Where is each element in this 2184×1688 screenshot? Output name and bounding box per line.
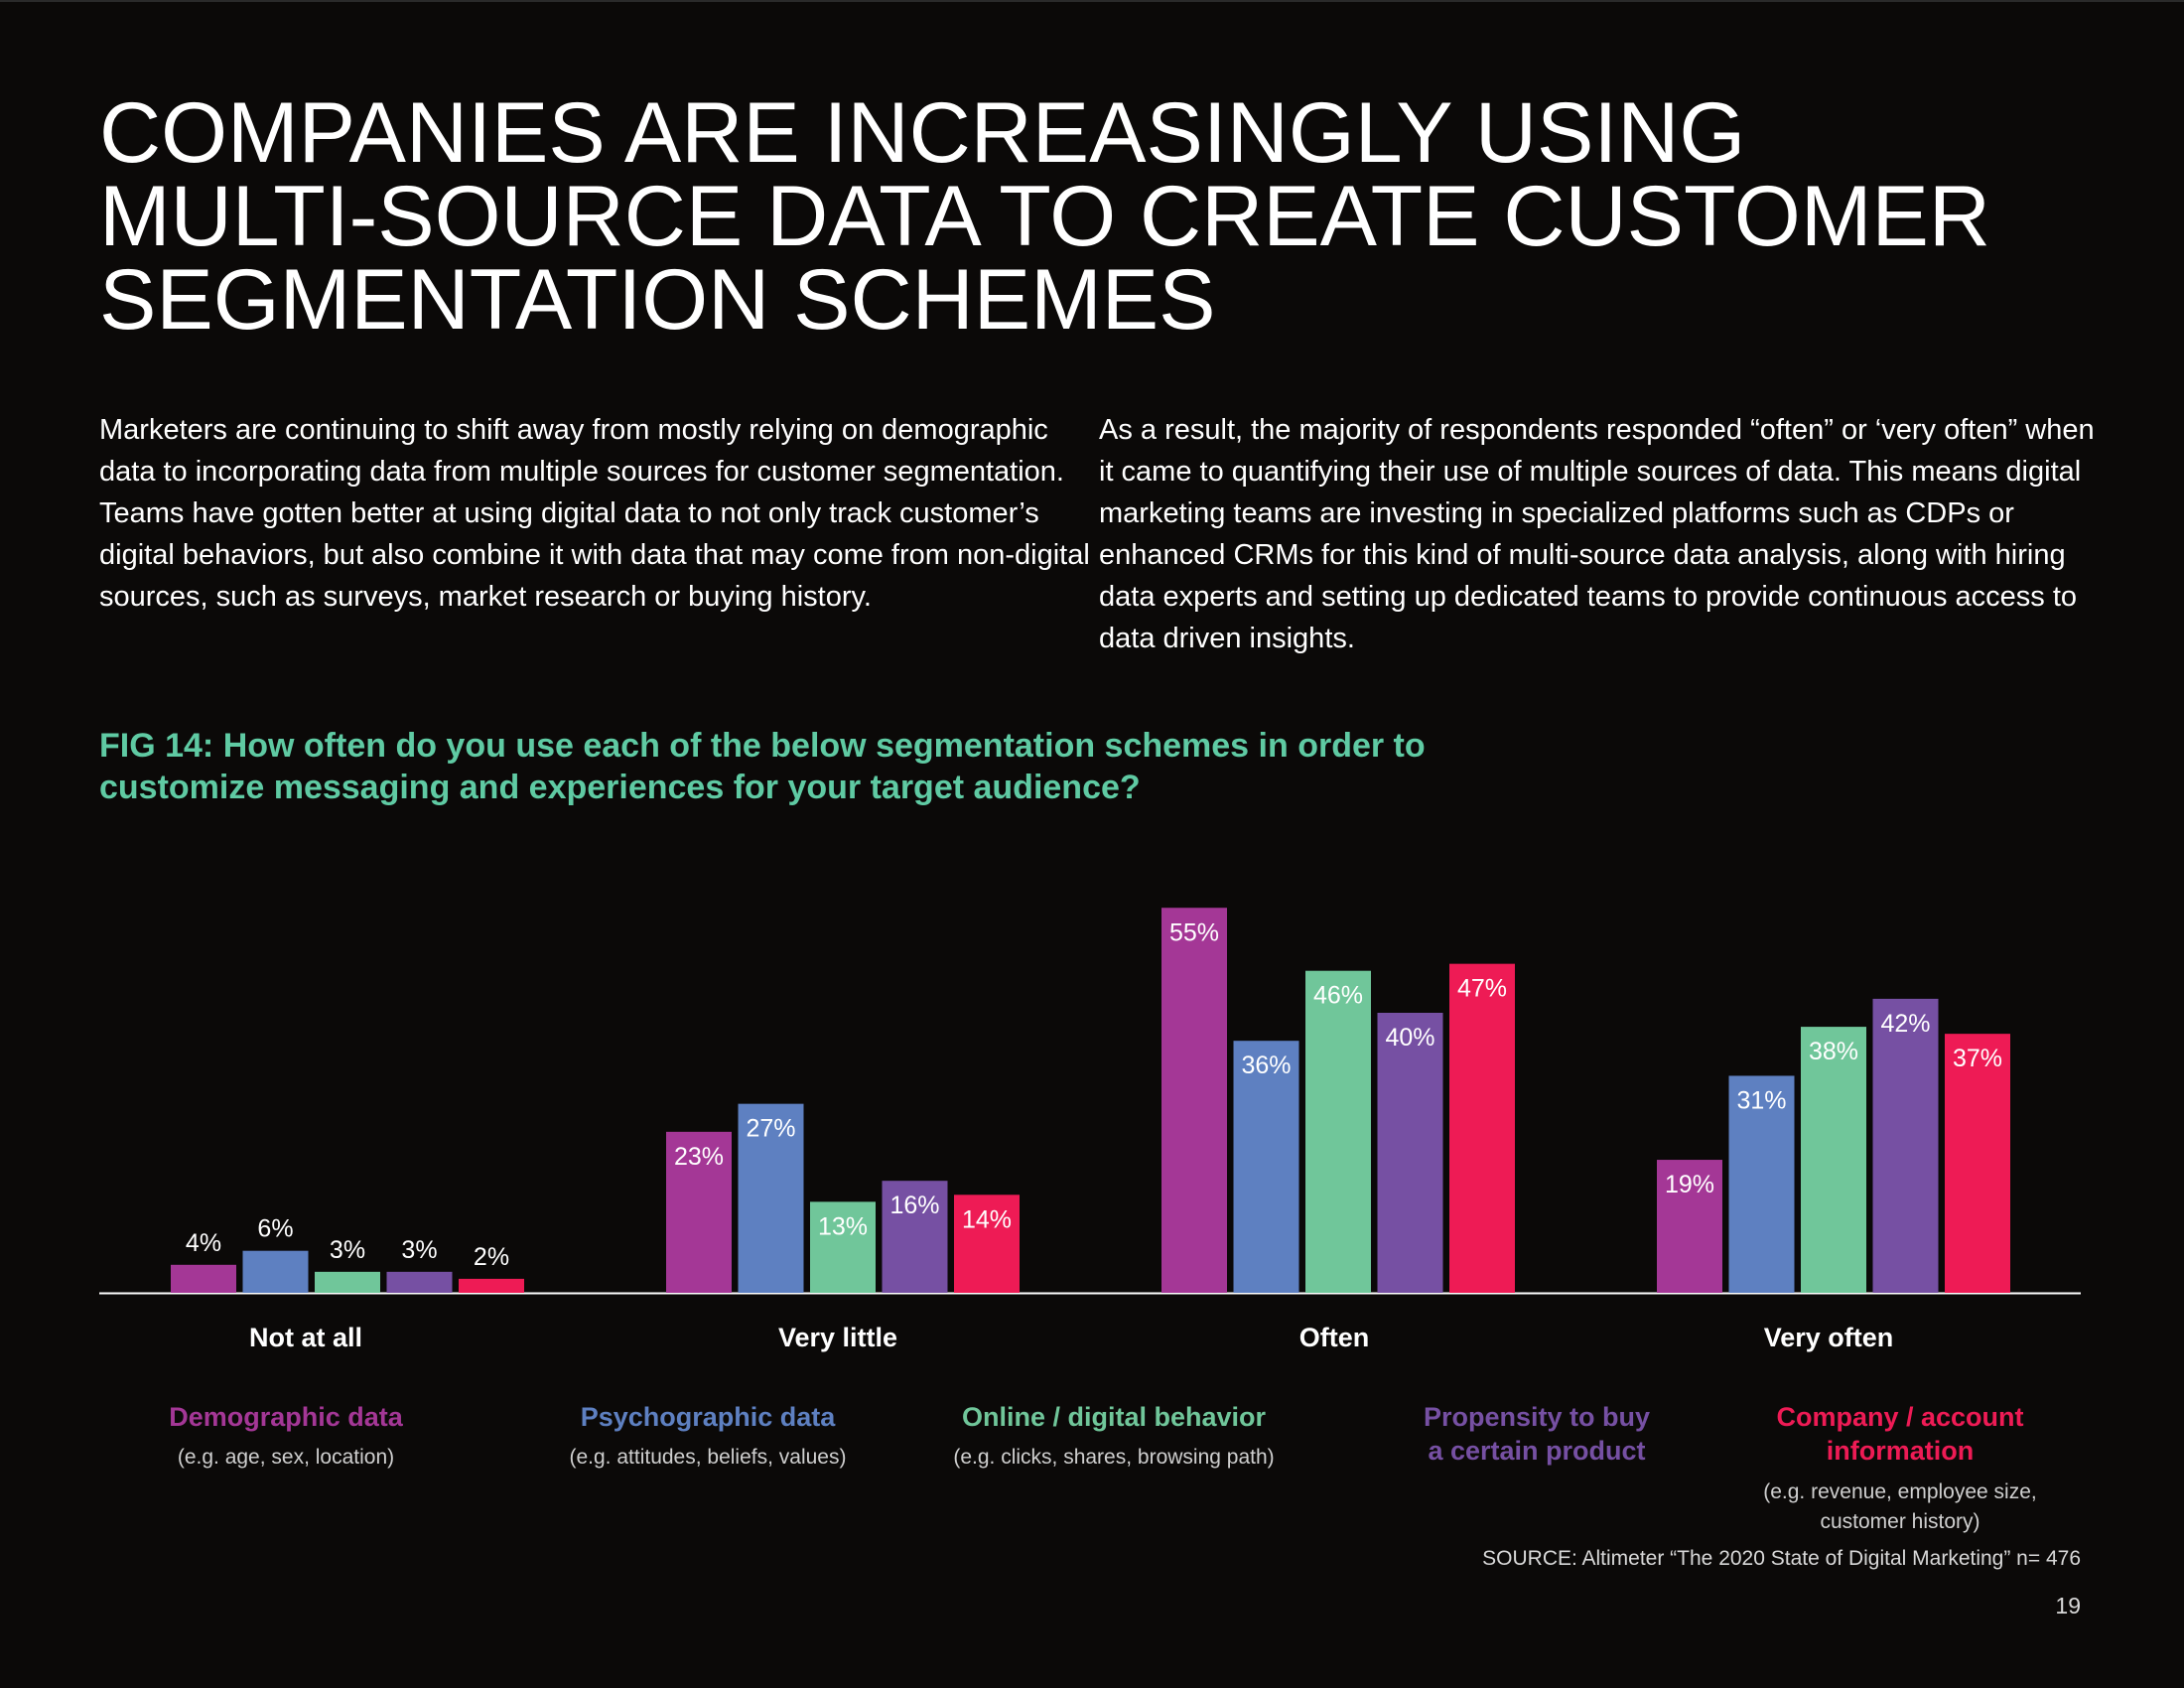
legend-name-company-info: Company / account information	[1776, 1402, 2024, 1466]
bar-very-little-series-2	[738, 1103, 804, 1293]
data-label: 38%	[1809, 1038, 1858, 1065]
data-label: 31%	[1736, 1086, 1786, 1114]
bar-not-at-all-series-5	[459, 1278, 524, 1293]
legend-name-demographic: Demographic data	[169, 1402, 403, 1432]
legend-example-psychographic: (e.g. attitudes, beliefs, values)	[569, 1446, 847, 1469]
data-label: 23%	[674, 1143, 724, 1171]
category-label: Not at all	[249, 1323, 362, 1352]
data-label: 27%	[746, 1115, 795, 1143]
legend-example-demographic: (e.g. age, sex, location)	[177, 1446, 395, 1469]
legend-name-online-behavior: Online / digital behavior	[961, 1402, 1267, 1432]
bar-very-little-series-3	[810, 1201, 876, 1293]
bar-very-often-series-5	[1945, 1034, 2010, 1293]
data-label: 47%	[1457, 975, 1507, 1003]
bar-very-little-series-5	[954, 1195, 1020, 1293]
bar-often-series-1	[1161, 908, 1227, 1293]
category-label: Often	[1299, 1323, 1370, 1352]
bar-very-often-series-4	[1872, 998, 1939, 1293]
legend-example-online-behavior: (e.g. clicks, shares, browsing path)	[953, 1446, 1275, 1469]
data-label: 37%	[1953, 1045, 2002, 1072]
bar-very-often-series-2	[1728, 1075, 1795, 1293]
data-label: 46%	[1313, 982, 1363, 1010]
bar-very-often-series-3	[1801, 1027, 1866, 1293]
bar-very-little-series-1	[666, 1131, 732, 1293]
data-label: 6%	[257, 1215, 293, 1243]
bar-not-at-all-series-1	[171, 1264, 236, 1293]
bar-not-at-all-series-4	[386, 1271, 453, 1293]
data-label: 16%	[889, 1192, 939, 1219]
data-label: 4%	[186, 1229, 221, 1257]
source-note: SOURCE: Altimeter “The 2020 State of Dig…	[1482, 1547, 2081, 1570]
intro-paragraph-right: As a result, the majority of respondents…	[1099, 414, 2095, 654]
data-label: 14%	[962, 1205, 1012, 1233]
data-label: 55%	[1169, 918, 1219, 946]
bar-often-series-3	[1305, 970, 1371, 1293]
data-label: 19%	[1665, 1171, 1714, 1198]
data-label: 3%	[401, 1236, 437, 1264]
bar-very-little-series-4	[882, 1181, 948, 1293]
page-title: COMPANIES ARE INCREASINGLY USING MULTI-S…	[99, 85, 1990, 348]
category-label: Very often	[1764, 1323, 1894, 1352]
intro-paragraph-left: Marketers are continuing to shift away f…	[99, 414, 1090, 613]
legend-name-propensity: Propensity to buy a certain product	[1423, 1402, 1651, 1466]
category-label: Very little	[778, 1323, 897, 1352]
data-label: 40%	[1385, 1024, 1434, 1052]
data-label: 42%	[1880, 1010, 1930, 1038]
data-label: 2%	[474, 1243, 509, 1271]
bar-very-often-series-1	[1657, 1160, 1722, 1293]
data-label: 36%	[1241, 1052, 1291, 1079]
bar-often-series-4	[1377, 1013, 1443, 1293]
bar-not-at-all-series-3	[315, 1271, 380, 1293]
legend-name-psychographic: Psychographic data	[580, 1402, 836, 1432]
data-label: 3%	[330, 1236, 365, 1264]
data-label: 13%	[818, 1212, 868, 1240]
bar-often-series-2	[1233, 1041, 1299, 1293]
legend-example-company-info: (e.g. revenue, employee size, customer h…	[1763, 1480, 2037, 1533]
figure-title: FIG 14: How often do you use each of the…	[99, 727, 1426, 806]
top-rule	[0, 0, 2184, 2]
page-number: 19	[2055, 1593, 2081, 1618]
bar-not-at-all-series-2	[242, 1250, 309, 1293]
bar-often-series-5	[1449, 963, 1515, 1293]
